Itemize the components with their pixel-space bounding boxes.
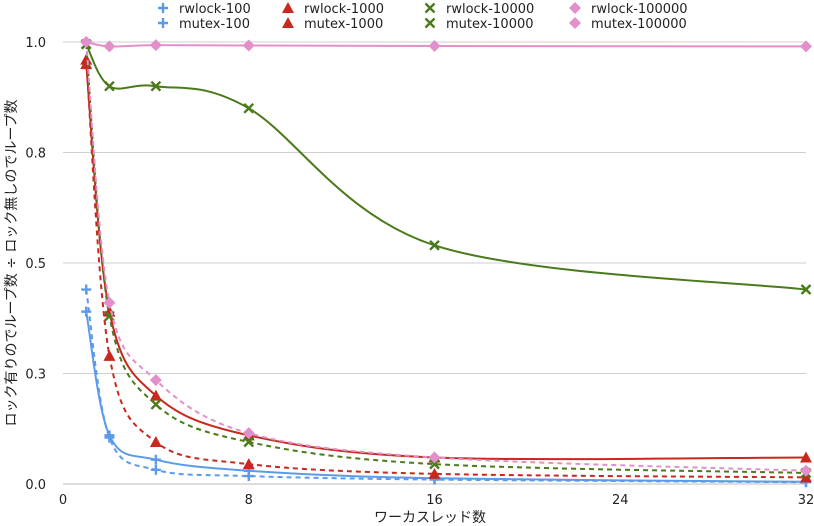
legend-item-mutex-100: mutex-100: [158, 17, 250, 32]
series-rwlock-100000: [80, 36, 812, 53]
legend-item-mutex-10000: mutex-10000: [424, 17, 534, 32]
legend-label: mutex-100: [179, 17, 250, 32]
series-mutex-10000: [80, 38, 812, 479]
x-tick-label: 32: [798, 493, 814, 508]
legend-marker-mutex-10000: [424, 17, 436, 29]
data-point-mutex-1000: [103, 349, 116, 361]
y-tick-label: 0.5: [25, 257, 46, 272]
legend-marker-mutex-1000: [282, 17, 294, 28]
legend-label: rwlock-100: [179, 2, 251, 17]
series-line-mutex-1000: [85, 59, 807, 479]
legend-item-mutex-100000: mutex-100000: [569, 17, 687, 32]
legend-marker-rwlock-100: [158, 3, 168, 13]
data-point-mutex-10000: [429, 458, 440, 470]
data-point-rwlock-1000: [149, 389, 162, 401]
data-point-mutex-1000: [80, 53, 93, 65]
x-axis-label: ワーカスレッド数: [374, 510, 486, 526]
series-mutex-100000: [80, 36, 812, 477]
series-mutex-100: [81, 284, 811, 488]
series-line-rwlock-100: [85, 311, 807, 483]
x-tick-labels: 0 8 16 24 32: [59, 493, 814, 508]
data-point-rwlock-10000: [429, 239, 440, 251]
data-point-mutex-1000: [428, 467, 441, 479]
legend-label: mutex-1000: [304, 17, 383, 32]
legend-label: rwlock-1000: [304, 2, 384, 17]
legend: rwlock-100mutex-100rwlock-1000mutex-1000…: [158, 2, 688, 32]
data-point-mutex-100: [104, 432, 115, 443]
data-point-mutex-1000: [800, 471, 812, 483]
data-point-mutex-100000: [800, 464, 812, 477]
y-tick-label: 1.0: [25, 36, 46, 51]
series-rwlock-10000: [80, 38, 812, 295]
legend-item-rwlock-100000: rwlock-100000: [569, 2, 688, 17]
data-point-rwlock-100000: [428, 39, 441, 52]
data-point-rwlock-10000: [150, 80, 162, 92]
data-point-rwlock-100: [150, 454, 161, 465]
series-line-rwlock-10000: [85, 43, 807, 291]
series-line-rwlock-100000: [86, 41, 807, 48]
data-point-rwlock-100000: [149, 39, 162, 52]
legend-label: rwlock-100000: [591, 2, 688, 17]
legend-item-rwlock-10000: rwlock-10000: [424, 2, 534, 17]
data-point-rwlock-1000: [800, 451, 812, 463]
data-point-mutex-10000: [150, 399, 162, 410]
legend-label: mutex-10000: [446, 17, 534, 32]
y-tick-label: 0.8: [25, 147, 46, 162]
series-line-mutex-100: [85, 289, 807, 484]
series-group: [80, 36, 812, 488]
data-point-rwlock-100000: [103, 40, 116, 53]
legend-marker-rwlock-100000: [569, 2, 581, 14]
series-line-rwlock-1000: [85, 64, 807, 461]
legend-item-mutex-1000: mutex-1000: [282, 17, 383, 32]
y-tick-label: 0.3: [25, 368, 46, 383]
data-point-mutex-100000: [428, 451, 441, 464]
data-point-rwlock-100000: [242, 39, 255, 52]
data-point-mutex-100: [81, 284, 92, 295]
series-rwlock-100: [81, 306, 811, 487]
data-point-mutex-100000: [80, 36, 93, 48]
data-point-mutex-100000: [242, 427, 255, 440]
x-tick-label: 8: [245, 493, 253, 508]
x-tick-label: 16: [426, 493, 443, 508]
y-tick-label: 0.0: [25, 478, 46, 493]
legend-label: mutex-100000: [591, 17, 687, 32]
y-axis-label: ロック有りのでループ数 ÷ ロック無しのでループ数: [4, 100, 20, 427]
legend-marker-rwlock-10000: [424, 2, 436, 14]
legend-item-rwlock-1000: rwlock-1000: [282, 2, 384, 17]
data-point-mutex-100: [150, 464, 161, 475]
data-point-rwlock-10000: [800, 284, 812, 295]
data-point-rwlock-100000: [800, 40, 812, 53]
data-point-mutex-100: [243, 471, 254, 482]
data-point-rwlock-10000: [104, 80, 115, 92]
x-tick-label: 0: [59, 493, 67, 508]
y-tick-labels: 0.0 0.3 0.5 0.8 1.0: [25, 36, 46, 493]
series-rwlock-1000: [80, 58, 812, 463]
data-point-mutex-100000: [103, 296, 116, 309]
legend-item-rwlock-100: rwlock-100: [158, 2, 251, 17]
data-point-mutex-100000: [149, 374, 162, 387]
legend-marker-mutex-100000: [569, 17, 581, 29]
series-mutex-1000: [80, 53, 812, 483]
series-line-mutex-100000: [85, 41, 807, 472]
series-line-mutex-10000: [85, 44, 807, 474]
data-point-mutex-1000: [242, 458, 255, 470]
legend-marker-mutex-100: [158, 18, 168, 28]
x-tick-label: 24: [612, 493, 629, 508]
legend-marker-rwlock-1000: [282, 2, 294, 13]
data-point-mutex-10000: [243, 436, 255, 448]
data-point-mutex-1000: [149, 436, 162, 448]
data-point-rwlock-10000: [243, 102, 255, 114]
legend-label: rwlock-10000: [446, 2, 534, 17]
